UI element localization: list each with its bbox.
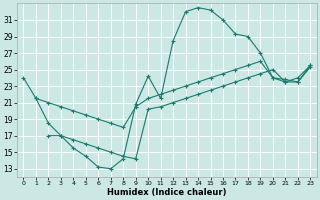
- X-axis label: Humidex (Indice chaleur): Humidex (Indice chaleur): [107, 188, 227, 197]
